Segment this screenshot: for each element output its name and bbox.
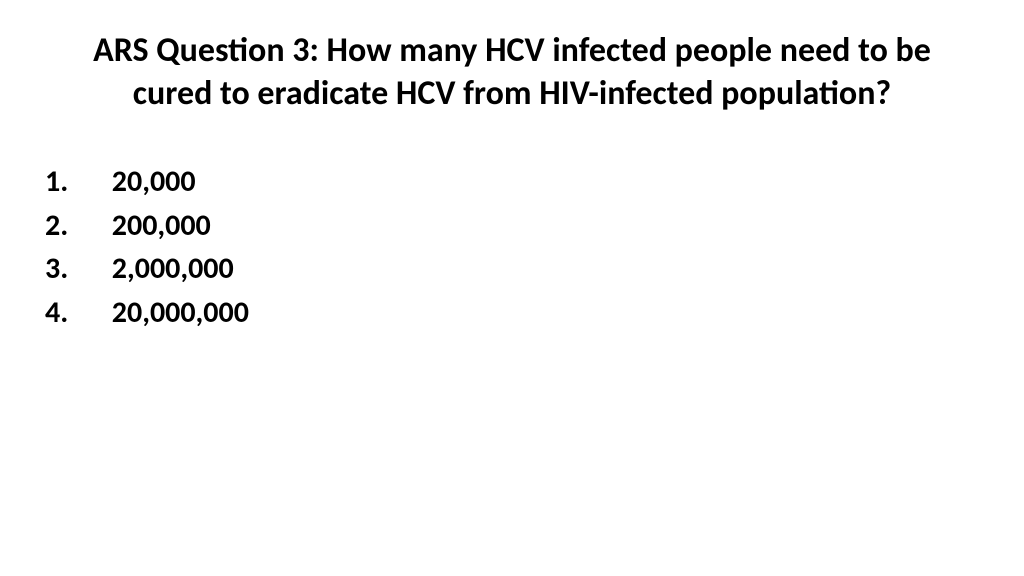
option-number: 4. xyxy=(75,291,105,335)
answer-options-list: 1. 20,000 2. 200,000 3. 2,000,000 4. 20,… xyxy=(55,160,969,334)
option-number: 2. xyxy=(75,204,105,248)
slide-title: ARS Question 3: How many HCV infected pe… xyxy=(55,30,969,115)
option-value: 200,000 xyxy=(112,207,211,244)
option-number: 3. xyxy=(75,247,105,291)
option-value: 20,000 xyxy=(112,163,196,200)
option-number: 1. xyxy=(75,160,105,204)
option-value: 20,000,000 xyxy=(112,294,249,331)
answer-option: 3. 2,000,000 xyxy=(55,247,969,291)
option-value: 2,000,000 xyxy=(112,250,234,287)
answer-option: 4. 20,000,000 xyxy=(55,291,969,335)
answer-option: 1. 20,000 xyxy=(55,160,969,204)
answer-option: 2. 200,000 xyxy=(55,204,969,248)
